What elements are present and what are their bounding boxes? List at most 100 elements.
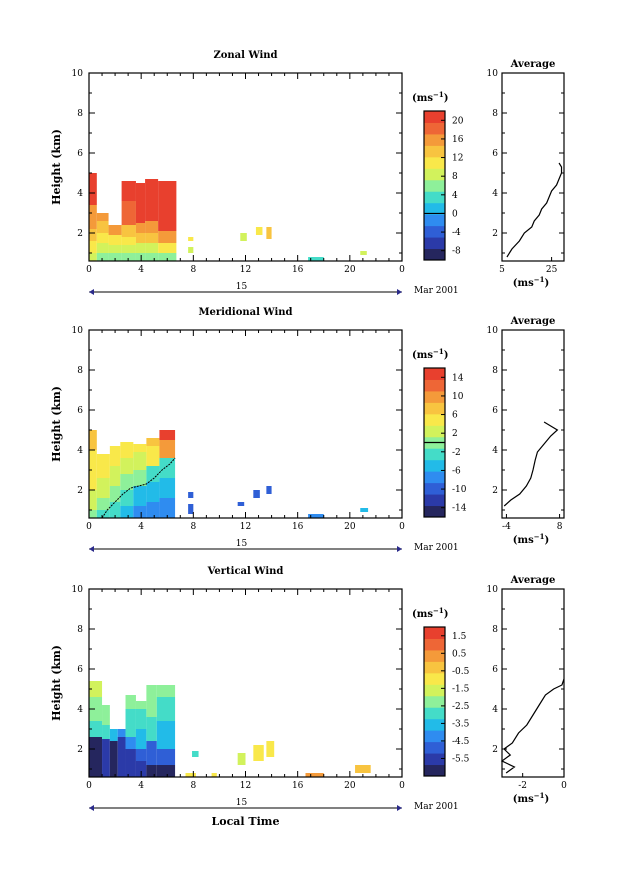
average-y-tick-label: 10: [487, 585, 499, 595]
date-bar-end-arrow: [397, 289, 402, 295]
data-cell: [135, 701, 147, 709]
y-tick-label: 4: [77, 705, 83, 715]
data-cell: [89, 737, 103, 777]
data-cell: [159, 430, 176, 440]
y-tick-label: 2: [77, 745, 83, 755]
x-tick-label: 12: [240, 265, 251, 275]
data-cell: [253, 490, 260, 498]
chart-title: Zonal Wind: [213, 50, 277, 61]
data-cell: [109, 466, 121, 486]
data-cell: [146, 446, 160, 466]
colorbar-tick-label: -3.5: [452, 719, 470, 729]
data-cell: [146, 438, 160, 446]
colorbar-swatch: [424, 707, 445, 720]
colorbar-swatch: [424, 448, 445, 461]
colorbar-swatch: [424, 505, 445, 518]
colorbar-frame: [423, 110, 446, 261]
colorbar-swatch: [424, 672, 445, 685]
average-y-tick-label: 10: [487, 69, 499, 79]
y-tick-label: 2: [77, 229, 83, 239]
unit-close: ): [544, 535, 549, 546]
data-cell: [108, 245, 122, 253]
data-cell: [120, 442, 134, 458]
data-cells: [89, 173, 367, 261]
average-title: Average: [510, 575, 556, 586]
y-tick-label: 4: [77, 446, 83, 456]
colorbar-swatch: [424, 684, 445, 697]
chart-title: Meridional Wind: [198, 307, 292, 318]
data-cell: [133, 470, 147, 486]
unit-close: ): [444, 609, 449, 620]
colorbar-tick-label: -8: [452, 247, 461, 257]
date-label: 15: [236, 539, 248, 549]
x-tick-label: 12: [240, 781, 251, 791]
month-label: Mar 2001: [414, 286, 459, 296]
date-bar-start-arrow: [89, 289, 94, 295]
data-cell: [237, 753, 246, 765]
data-cell: [146, 765, 157, 777]
data-cell: [89, 241, 97, 253]
data-cell: [96, 498, 110, 510]
data-cell: [135, 253, 146, 261]
data-cell: [145, 179, 159, 221]
average-x-tick-label: 8: [557, 522, 563, 532]
colorbar-swatch: [424, 459, 445, 472]
colorbar-tick-label: -10: [452, 485, 467, 495]
y-tick-label: 10: [72, 326, 84, 336]
colorbar-swatch: [424, 741, 445, 754]
x-tick-label: 4: [138, 522, 144, 532]
data-cell: [308, 257, 324, 261]
y-tick-label: 6: [77, 149, 83, 159]
data-cell: [96, 253, 109, 261]
data-cell: [133, 444, 147, 452]
colorbar-swatch: [424, 718, 445, 731]
average-y-tick-label: 4: [492, 446, 498, 456]
zero-contour-line: [101, 457, 176, 519]
x-tick-label: 16: [292, 522, 304, 532]
average-y-tick-label: 10: [487, 326, 499, 336]
data-cell: [120, 474, 134, 490]
data-cell: [158, 231, 177, 243]
colorbar-tick-label: -2.5: [452, 702, 470, 712]
data-cell: [135, 761, 147, 777]
average-y-tick-label: 6: [492, 406, 498, 416]
data-cell: [125, 709, 136, 737]
average-frame: [501, 329, 565, 519]
data-cell: [237, 502, 245, 506]
data-cell: [125, 695, 136, 709]
colorbar-swatch: [424, 156, 445, 169]
data-cell: [109, 446, 121, 466]
average-profile-line: [503, 421, 559, 507]
data-cell: [145, 233, 159, 243]
colorbar-swatch: [424, 638, 445, 651]
colorbar-swatch: [424, 482, 445, 495]
data-cell: [96, 510, 110, 518]
date-bar-start-arrow: [89, 805, 94, 811]
data-cell: [121, 253, 136, 261]
colorbar-unit: (ms−1): [412, 606, 448, 620]
data-cell: [133, 506, 147, 518]
data-cell: [125, 749, 136, 777]
colorbar-unit: (ms−1): [412, 347, 448, 361]
x-tick-label: 4: [138, 781, 144, 791]
y-tick-label: 10: [72, 69, 84, 79]
y-tick-label: 8: [77, 625, 83, 635]
colorbar-swatch: [424, 661, 445, 674]
average-title: Average: [510, 59, 556, 70]
data-cell: [146, 717, 157, 741]
average-title: Average: [510, 316, 556, 327]
data-cell: [96, 213, 109, 221]
data-cell: [159, 498, 176, 518]
x-tick-label: 0: [399, 265, 405, 275]
data-cell: [156, 765, 176, 777]
data-cell: [188, 492, 194, 498]
data-cell: [89, 721, 103, 737]
colorbar-swatch: [424, 133, 445, 146]
data-cell: [108, 225, 122, 235]
data-cell: [255, 227, 263, 235]
date-bar-start-arrow: [89, 546, 94, 552]
data-cell: [146, 482, 160, 502]
data-cell: [156, 685, 176, 697]
data-cell: [89, 173, 97, 205]
